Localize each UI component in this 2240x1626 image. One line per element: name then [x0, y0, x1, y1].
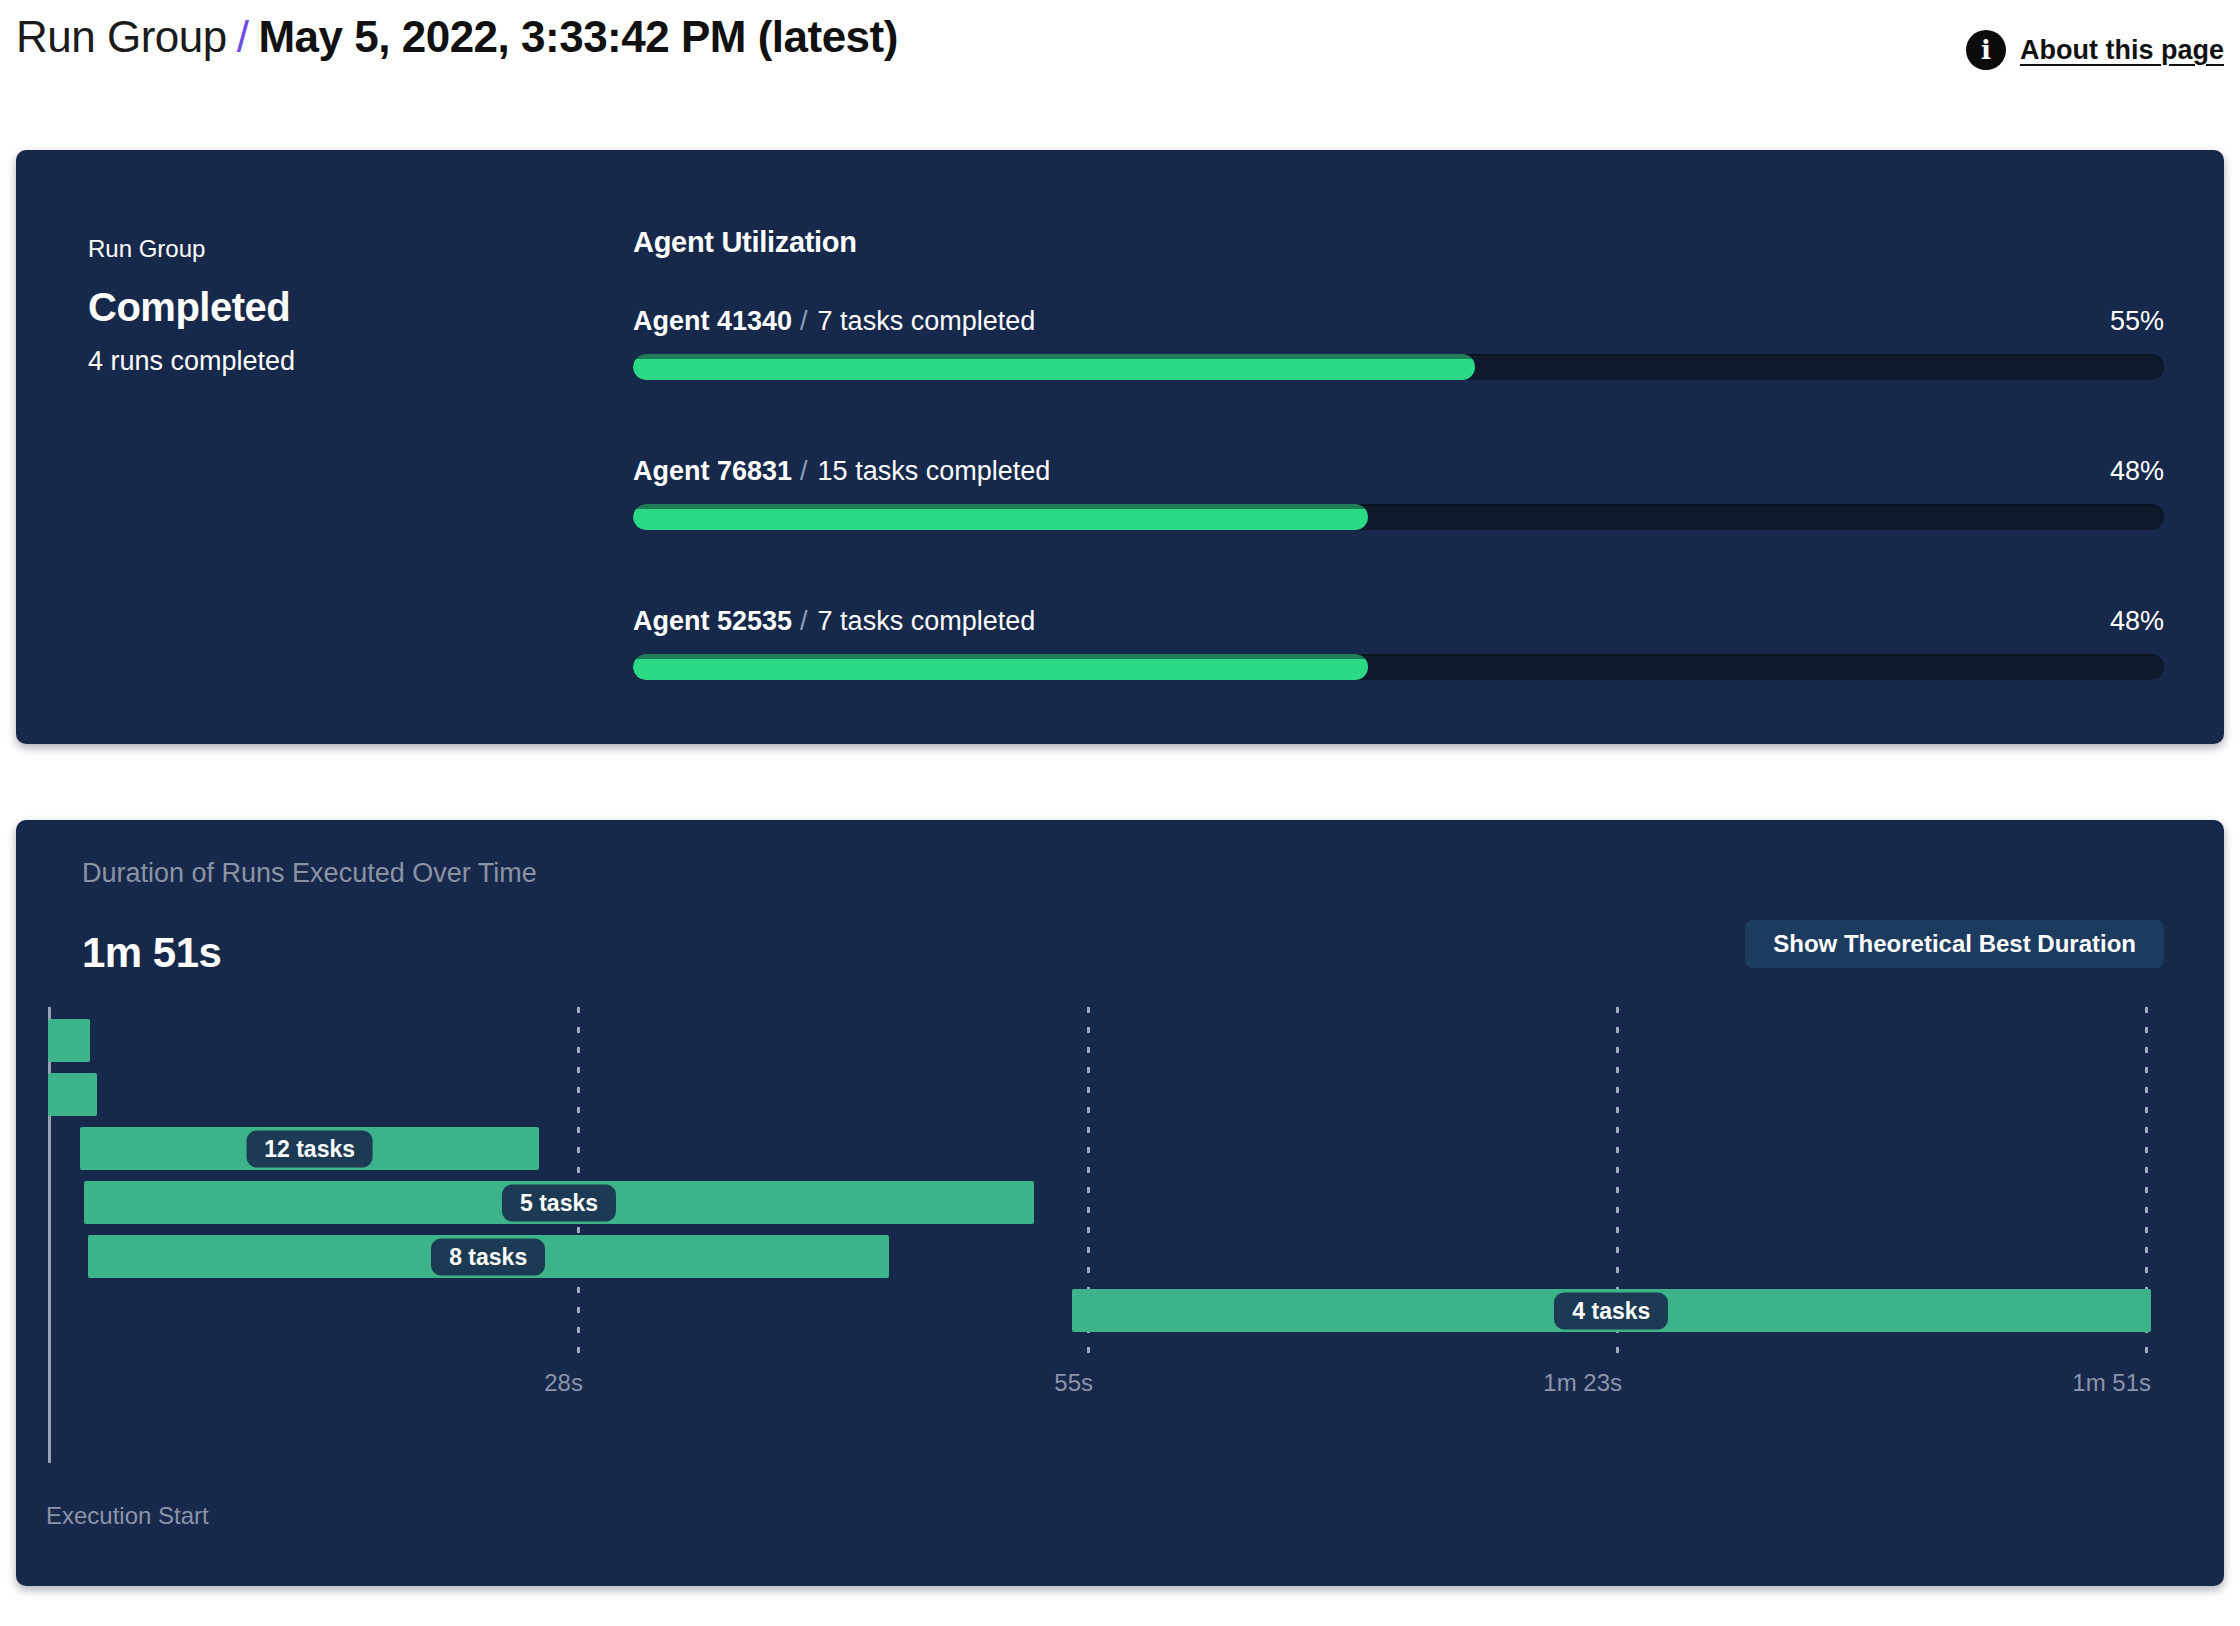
agent-tasks-completed: 7 tasks completed: [818, 306, 1036, 336]
page-header: Run Group/May 5, 2022, 3:33:42 PM (lates…: [16, 12, 2224, 70]
agent-name: Agent 52535: [633, 606, 792, 636]
agent-label-separator: /: [792, 306, 818, 336]
run-task-count-pill: 12 tasks: [246, 1130, 373, 1167]
time-tick-label: 1m 23s: [1543, 1369, 1622, 1397]
agent-label-separator: /: [792, 456, 818, 486]
info-icon: i: [1966, 30, 2006, 70]
agent-utilization-percent: 48%: [2110, 456, 2164, 487]
run-task-count-pill: 5 tasks: [502, 1184, 616, 1221]
run-task-count-pill: 8 tasks: [431, 1238, 545, 1275]
status-subtitle: 4 runs completed: [88, 346, 633, 377]
duration-chart-panel: Duration of Runs Executed Over Time 1m 5…: [16, 820, 2224, 1586]
time-tick-label: 1m 51s: [2072, 1369, 2151, 1397]
utilization-progress-track: [633, 654, 2164, 680]
utilization-progress-track: [633, 354, 2164, 380]
agent-tasks-completed: 15 tasks completed: [818, 456, 1051, 486]
run-task-count-pill: 4 tasks: [1554, 1292, 1668, 1329]
gantt-plot: 28s55s1m 23s1m 51s12 tasks5 tasks8 tasks…: [48, 1007, 2145, 1463]
agent-name: Agent 76831: [633, 456, 792, 486]
run-group-summary-panel: Run Group Completed 4 runs completed Age…: [16, 150, 2224, 744]
utilization-progress-track: [633, 504, 2164, 530]
status-value: Completed: [88, 285, 633, 330]
agent-label: Agent 52535/7 tasks completed: [633, 606, 1035, 637]
agent-tasks-completed: 7 tasks completed: [818, 606, 1036, 636]
agent-label: Agent 41340/7 tasks completed: [633, 306, 1035, 337]
agent-utilization-percent: 55%: [2110, 306, 2164, 337]
agent-utilization-percent: 48%: [2110, 606, 2164, 637]
agent-label-separator: /: [792, 606, 818, 636]
time-tick-label: 55s: [1054, 1369, 1093, 1397]
agent-utilization-heading: Agent Utilization: [633, 226, 2164, 259]
utilization-progress-fill: [633, 354, 1475, 380]
breadcrumb-separator: /: [227, 12, 259, 61]
agent-utilization-row: Agent 41340/7 tasks completed 55%: [633, 306, 2164, 380]
run-bar[interactable]: 5 tasks: [84, 1181, 1034, 1224]
run-bar[interactable]: 8 tasks: [88, 1235, 889, 1278]
agent-utilization-row: Agent 76831/15 tasks completed 48%: [633, 456, 2164, 530]
run-bar[interactable]: 12 tasks: [80, 1127, 539, 1170]
agent-utilization-row: Agent 52535/7 tasks completed 48%: [633, 606, 2164, 680]
agent-label: Agent 76831/15 tasks completed: [633, 456, 1050, 487]
agent-label-row: Agent 41340/7 tasks completed 55%: [633, 306, 2164, 337]
agent-label-row: Agent 76831/15 tasks completed 48%: [633, 456, 2164, 487]
about-link-label: About this page: [2020, 35, 2224, 66]
run-timestamp: May 5, 2022, 3:33:42 PM (latest): [258, 12, 897, 61]
agent-label-row: Agent 52535/7 tasks completed 48%: [633, 606, 2164, 637]
execution-start-label: Execution Start: [46, 1502, 209, 1530]
agent-rows: Agent 41340/7 tasks completed 55% Agent …: [633, 306, 2164, 680]
page-title: Run Group/May 5, 2022, 3:33:42 PM (lates…: [16, 12, 898, 62]
show-theoretical-best-duration-button[interactable]: Show Theoretical Best Duration: [1745, 920, 2164, 968]
time-tick-label: 28s: [544, 1369, 583, 1397]
agent-name: Agent 41340: [633, 306, 792, 336]
agent-utilization-section: Agent Utilization Agent 41340/7 tasks co…: [633, 226, 2164, 744]
about-this-page-link[interactable]: i About this page: [1966, 30, 2224, 70]
status-eyebrow: Run Group: [88, 235, 633, 263]
run-bar[interactable]: [48, 1073, 97, 1116]
run-bar[interactable]: [48, 1019, 90, 1062]
utilization-progress-fill: [633, 504, 1368, 530]
utilization-progress-fill: [633, 654, 1368, 680]
duration-chart-title: Duration of Runs Executed Over Time: [82, 858, 2168, 889]
run-group-status: Run Group Completed 4 runs completed: [88, 226, 633, 744]
breadcrumb-run-group[interactable]: Run Group: [16, 12, 227, 61]
run-bar[interactable]: 4 tasks: [1072, 1289, 2151, 1332]
